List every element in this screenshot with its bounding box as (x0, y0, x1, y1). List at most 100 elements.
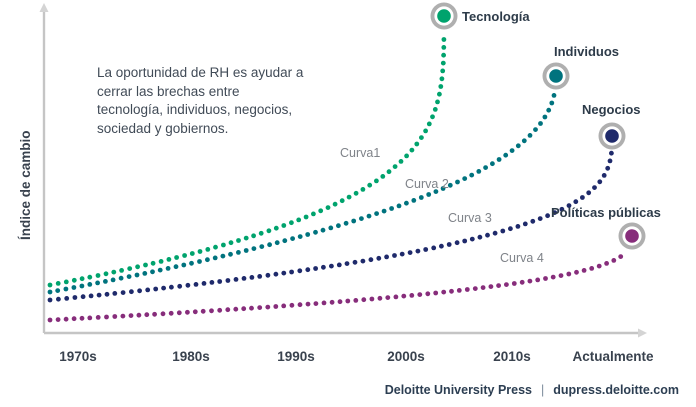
curve-dot (558, 273, 564, 278)
curve-dot (597, 179, 603, 185)
curve-dot (366, 213, 372, 219)
curve-dot (265, 304, 271, 310)
curve-dot (243, 248, 249, 253)
curve-dot (305, 301, 311, 307)
footer-brand: Deloitte University Press (384, 383, 533, 397)
curve-dot (336, 223, 341, 229)
curve-dot (432, 107, 438, 112)
curve-dot (549, 100, 555, 106)
footer-site[interactable]: dupress.deloitte.com (553, 383, 679, 397)
curve-dot (311, 211, 316, 217)
curve-dot (500, 228, 506, 234)
curve-dot (177, 283, 183, 289)
curve-dot (503, 152, 509, 158)
curve-dot (440, 60, 446, 66)
curve-dot (225, 307, 231, 313)
curve-dot (56, 296, 61, 302)
curve-dot (241, 276, 247, 281)
curve-dot (153, 286, 159, 292)
curve-dot (414, 141, 420, 147)
curve-dot (515, 224, 521, 229)
curve-dot (233, 306, 239, 312)
curve-dot (346, 194, 352, 200)
curve-dot (337, 299, 343, 305)
curve-dot (249, 305, 254, 311)
curve-dot (396, 203, 402, 209)
curve-dot (313, 266, 318, 271)
curve-dot (143, 262, 148, 268)
curve-dot (185, 309, 190, 315)
curve-dot (353, 190, 359, 196)
curve-dot (419, 135, 424, 141)
curve-dot (145, 287, 151, 293)
curve-dot (103, 271, 109, 277)
curve-dot (472, 286, 478, 291)
curve-dot (112, 314, 118, 319)
curve-dot (87, 315, 93, 321)
curve-dot (55, 317, 61, 322)
curve-dot (228, 251, 233, 257)
curve-dot (174, 255, 180, 260)
curve-dot (477, 234, 483, 240)
curve-dot (435, 99, 440, 105)
curve-dot (508, 226, 513, 232)
curve-dot (205, 247, 211, 252)
curve-dot (368, 257, 374, 263)
curve-dot (441, 45, 447, 50)
curve-dot (551, 93, 557, 98)
curve-dot (409, 293, 415, 298)
curve-number-label: Curva1 (340, 146, 380, 160)
curve-dot (158, 259, 164, 264)
curve-dot (352, 259, 358, 265)
curve-dot (201, 281, 207, 286)
curve-dot (161, 285, 167, 291)
curve-dot (79, 276, 85, 282)
curve-dot (157, 267, 163, 273)
curve-dot (150, 269, 155, 275)
curve-dot (273, 304, 279, 309)
curve-dot (79, 315, 85, 321)
curve-dot (150, 260, 156, 266)
curve-dot (318, 208, 324, 214)
series-name-label: Negocios (582, 102, 641, 117)
curve-dot (483, 165, 488, 171)
curve-dot (103, 279, 108, 284)
curve-dot (95, 273, 101, 278)
curve-dot (353, 298, 359, 303)
curve-dot (71, 316, 77, 322)
curve-dot (611, 258, 617, 263)
axes-layer (39, 3, 647, 338)
curve-dot (441, 52, 446, 58)
curve-dot (521, 138, 527, 144)
curve-dot (127, 266, 133, 271)
endpoint-marker-core (549, 69, 563, 83)
curve-dot (384, 254, 389, 260)
curve-dot (120, 313, 126, 319)
curve-dot (469, 236, 475, 242)
curve-dot (392, 164, 398, 170)
curve-dot (112, 291, 118, 296)
curve-dot (142, 271, 148, 276)
curve-dot (233, 277, 239, 282)
curve-dot (535, 277, 541, 283)
curve-dot (509, 148, 515, 154)
curve-dot (251, 246, 257, 252)
curve-dot (289, 220, 294, 226)
endpoint-marker-core (625, 229, 639, 243)
curve-dot (542, 114, 548, 120)
curve-dot (423, 128, 428, 134)
curve-dot (281, 270, 287, 276)
curve-dot (137, 288, 143, 294)
curve-dot (47, 317, 53, 323)
curve-dot (367, 182, 373, 188)
curve-dot (118, 275, 124, 281)
curve-dot (63, 279, 69, 285)
curve-dot (601, 173, 607, 178)
curve-dot (511, 281, 517, 286)
curve-dot (249, 275, 255, 280)
curve-dot (496, 283, 501, 288)
curve-dot (320, 227, 326, 233)
curve-dot (126, 274, 132, 279)
curve-dot (533, 127, 538, 132)
curve-dot (328, 225, 334, 231)
